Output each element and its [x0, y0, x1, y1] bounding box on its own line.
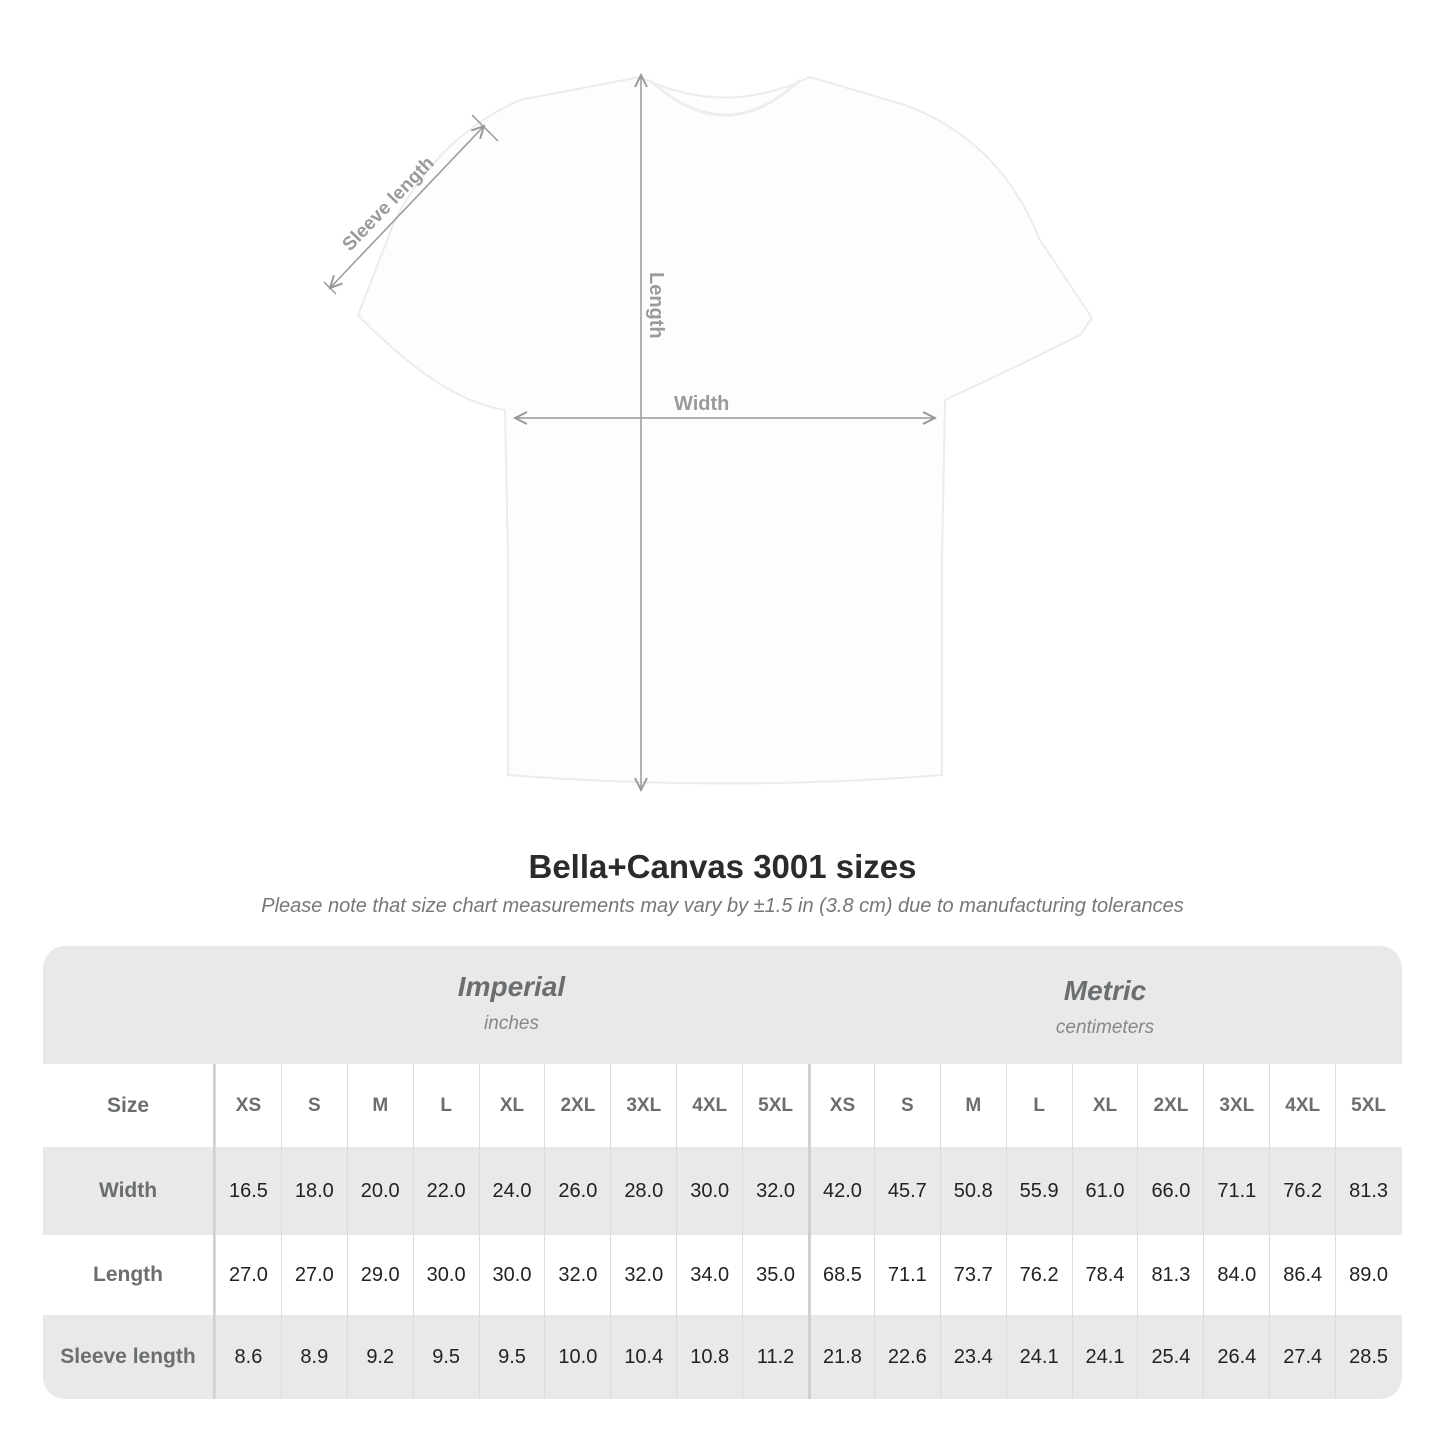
tshirt-shape — [356, 75, 1094, 785]
imperial-value-cell: 30.0 — [676, 1147, 742, 1235]
imperial-value-cell: 9.2 — [346, 1315, 413, 1399]
metric-value-cell: 68.5 — [808, 1235, 874, 1315]
metric-unit: centimeters — [1055, 1017, 1155, 1038]
metric-size-header: S — [873, 1064, 940, 1147]
imperial-size-header: 5XL — [742, 1064, 808, 1147]
metric-value-cell: 55.9 — [1005, 1147, 1072, 1235]
metric-title: Metric — [1063, 975, 1147, 1006]
table-row: Sleeve length 8.6 8.9 9.2 9.5 9.5 10.0 10.4 10.8… — [43, 1315, 1402, 1399]
imperial-size-header: S — [280, 1064, 347, 1147]
tshirt-diagram: Sleeve length Length Width — [323, 0, 1094, 820]
metric-value-cell: 21.8 — [808, 1315, 874, 1399]
imperial-size-header: 3XL — [610, 1064, 676, 1147]
imperial-value-cell: 24.0 — [478, 1147, 545, 1235]
unit-header: Imperial inches Metric centimeters — [43, 946, 1402, 1064]
imperial-value-cell: 26.0 — [544, 1147, 610, 1235]
metric-value-cell: 71.1 — [873, 1235, 940, 1315]
metric-value-cell: 26.4 — [1203, 1315, 1269, 1399]
imperial-size-header: XL — [478, 1064, 545, 1147]
metric-size-header: M — [939, 1064, 1006, 1147]
imperial-header: Imperial inches — [215, 971, 808, 1035]
imperial-value-cell: 30.0 — [412, 1235, 479, 1315]
imperial-value-cell: 10.8 — [676, 1315, 742, 1399]
metric-value-cell: 42.0 — [808, 1147, 874, 1235]
row-label: Width — [43, 1147, 215, 1235]
sleeve-length-arrow — [323, 114, 499, 295]
row-label: Sleeve length — [43, 1315, 215, 1399]
imperial-title: Imperial — [457, 971, 566, 1002]
imperial-size-header: L — [412, 1064, 479, 1147]
imperial-value-cell: 27.0 — [280, 1235, 347, 1315]
metric-value-cell: 22.6 — [873, 1315, 940, 1399]
metric-value-cell: 45.7 — [873, 1147, 940, 1235]
metric-value-cell: 81.3 — [1137, 1235, 1203, 1315]
metric-value-cell: 71.1 — [1203, 1147, 1269, 1235]
metric-value-cell: 61.0 — [1071, 1147, 1138, 1235]
imperial-value-cell: 32.0 — [544, 1235, 610, 1315]
metric-header: Metric centimeters — [808, 975, 1402, 1039]
metric-value-cell: 89.0 — [1335, 1235, 1401, 1315]
imperial-value-cell: 30.0 — [478, 1235, 545, 1315]
imperial-size-header: M — [346, 1064, 413, 1147]
metric-value-cell: 78.4 — [1071, 1235, 1138, 1315]
imperial-value-cell: 8.6 — [215, 1315, 281, 1399]
imperial-unit: inches — [484, 1013, 539, 1034]
table-row: Width 16.5 18.0 20.0 22.0 24.0 26.0 28.0 30.0 32.… — [43, 1147, 1402, 1235]
table-row: Length 27.0 27.0 29.0 30.0 30.0 32.0 32.0 34.0 35… — [43, 1235, 1402, 1315]
metric-size-header: L — [1005, 1064, 1072, 1147]
size-table: Imperial inches Metric centimeters Size X… — [43, 946, 1402, 1399]
metric-value-cell: 24.1 — [1071, 1315, 1138, 1399]
imperial-value-cell: 28.0 — [610, 1147, 676, 1235]
metric-value-cell: 24.1 — [1005, 1315, 1072, 1399]
row-label: Length — [43, 1235, 215, 1315]
imperial-value-cell: 35.0 — [742, 1235, 808, 1315]
metric-value-cell: 86.4 — [1269, 1235, 1335, 1315]
imperial-value-cell: 32.0 — [610, 1235, 676, 1315]
imperial-value-cell: 10.4 — [610, 1315, 676, 1399]
metric-value-cell: 66.0 — [1137, 1147, 1203, 1235]
metric-value-cell: 25.4 — [1137, 1315, 1203, 1399]
metric-value-cell: 76.2 — [1269, 1147, 1335, 1235]
metric-size-header: 5XL — [1335, 1064, 1401, 1147]
metric-size-header: 2XL — [1137, 1064, 1203, 1147]
imperial-value-cell: 10.0 — [544, 1315, 610, 1399]
row-label: Size — [43, 1064, 215, 1147]
imperial-value-cell: 32.0 — [742, 1147, 808, 1235]
metric-value-cell: 84.0 — [1203, 1235, 1269, 1315]
metric-value-cell: 76.2 — [1005, 1235, 1072, 1315]
metric-size-header: XL — [1071, 1064, 1138, 1147]
metric-value-cell: 50.8 — [939, 1147, 1006, 1235]
imperial-size-header: XS — [215, 1064, 281, 1147]
imperial-value-cell: 8.9 — [280, 1315, 347, 1399]
imperial-value-cell: 9.5 — [478, 1315, 545, 1399]
page-title: Bella+Canvas 3001 sizes — [528, 848, 917, 885]
imperial-value-cell: 9.5 — [412, 1315, 479, 1399]
tolerance-note: Please note that size chart measurements… — [261, 895, 1184, 917]
imperial-value-cell: 16.5 — [215, 1147, 281, 1235]
metric-value-cell: 28.5 — [1335, 1315, 1401, 1399]
imperial-value-cell: 22.0 — [412, 1147, 479, 1235]
metric-value-cell: 27.4 — [1269, 1315, 1335, 1399]
metric-size-header: XS — [808, 1064, 874, 1147]
imperial-value-cell: 20.0 — [346, 1147, 413, 1235]
imperial-size-header: 4XL — [676, 1064, 742, 1147]
imperial-value-cell: 29.0 — [346, 1235, 413, 1315]
width-label: Width — [674, 393, 729, 415]
length-label: Length — [645, 272, 667, 339]
metric-size-header: 4XL — [1269, 1064, 1335, 1147]
imperial-value-cell: 18.0 — [280, 1147, 347, 1235]
imperial-size-header: 2XL — [544, 1064, 610, 1147]
imperial-value-cell: 11.2 — [742, 1315, 808, 1399]
metric-value-cell: 23.4 — [939, 1315, 1006, 1399]
size-header-row: Size XS S M L XL 2XL 3XL 4XL 5XL XS S M L XL 2XL 3XL 4XL 5… — [43, 1064, 1402, 1147]
imperial-value-cell: 34.0 — [676, 1235, 742, 1315]
metric-value-cell: 81.3 — [1335, 1147, 1401, 1235]
metric-value-cell: 73.7 — [939, 1235, 1006, 1315]
metric-size-header: 3XL — [1203, 1064, 1269, 1147]
imperial-value-cell: 27.0 — [215, 1235, 281, 1315]
